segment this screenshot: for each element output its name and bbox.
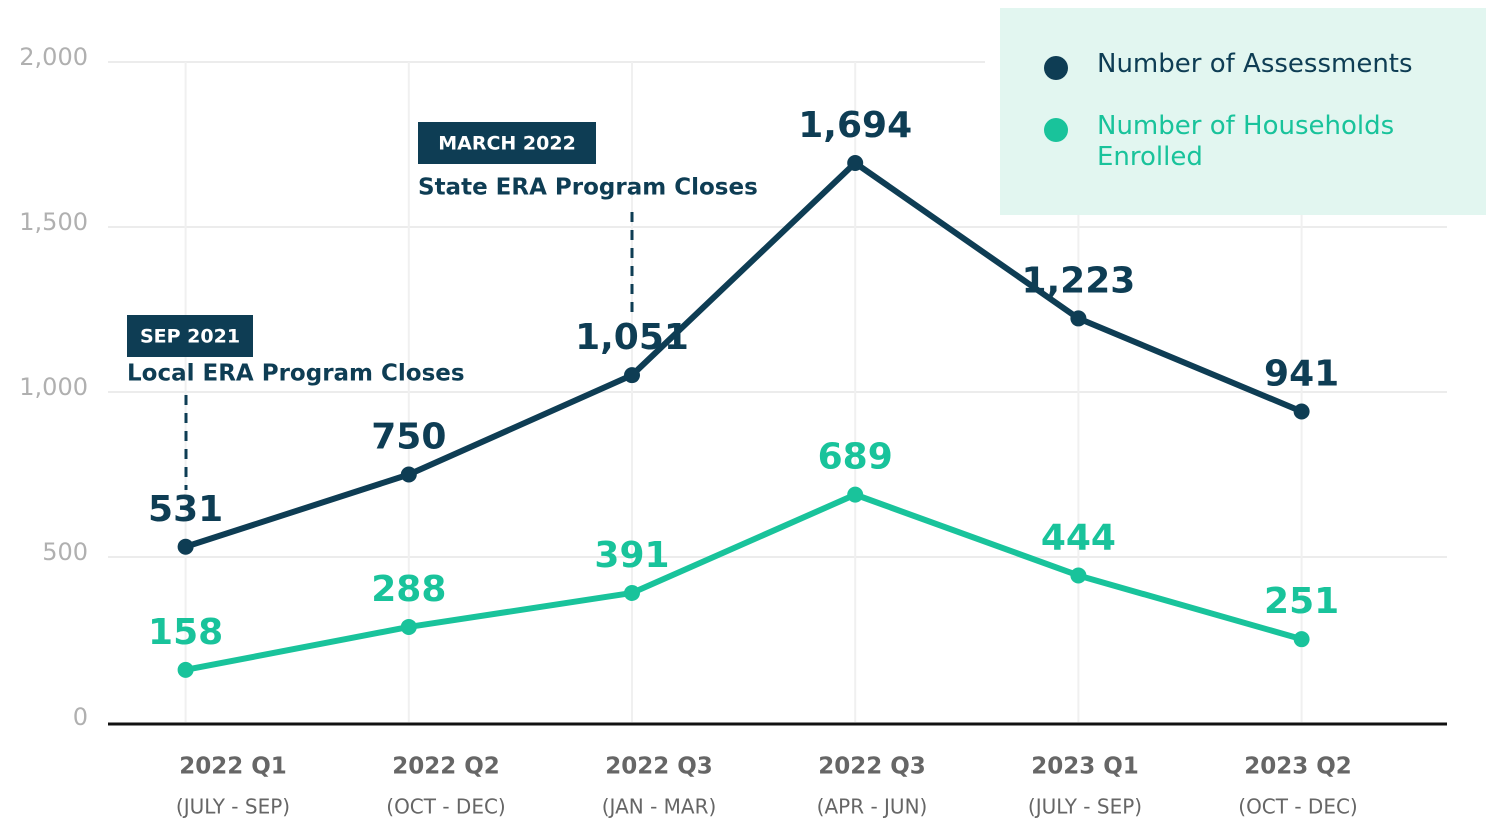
x-tick-label: 2022 Q2 (392, 754, 500, 780)
data-point (624, 367, 640, 384)
data-label: 941 (1264, 353, 1339, 394)
data-label: 288 (371, 569, 446, 610)
y-tick-label: 500 (42, 538, 88, 566)
data-point (624, 584, 640, 601)
data-point (400, 466, 417, 483)
data-label: 1,051 (575, 317, 689, 358)
x-tick-sublabel: (OCT - DEC) (386, 795, 505, 819)
data-label: 444 (1041, 517, 1116, 558)
data-label: 391 (594, 535, 669, 576)
data-label: 1,223 (1021, 260, 1135, 301)
data-label: 251 (1264, 581, 1339, 622)
y-tick-label: 0 (73, 703, 88, 731)
data-label: 689 (818, 437, 893, 478)
annotation-tag-box (418, 122, 596, 164)
legend: Number of Assessments Number of Household… (1000, 8, 1486, 215)
data-point (1070, 567, 1087, 584)
x-tick-sublabel: (JULY - SEP) (176, 795, 290, 819)
x-tick-label: 2022 Q3 (818, 754, 926, 780)
data-point (400, 618, 417, 635)
x-tick-sublabel: (OCT - DEC) (1238, 795, 1357, 819)
data-point (1070, 310, 1087, 327)
legend-swatch (1044, 56, 1068, 80)
x-tick-label: 2022 Q3 (605, 754, 713, 780)
data-point (1293, 403, 1310, 420)
x-tick-label: 2022 Q1 (179, 754, 287, 780)
series-line (185, 491, 1303, 673)
annotation-tag: MARCH 2022 (438, 133, 576, 155)
x-tick-label: 2023 Q1 (1031, 754, 1139, 780)
legend-label: Number of Assessments (1097, 49, 1413, 79)
data-point (1293, 631, 1310, 648)
x-tick-label: 2023 Q2 (1244, 754, 1352, 780)
y-tick-label: 1,000 (19, 373, 88, 401)
data-label: 1,694 (798, 105, 912, 146)
annotation-text: Local ERA Program Closes (127, 361, 465, 387)
data-label: 158 (148, 612, 223, 653)
series-line (184, 159, 1303, 550)
legend-label: Number of Households Enrolled (1097, 111, 1395, 172)
data-label: 531 (148, 489, 223, 530)
x-tick-sublabel: (JULY - SEP) (1028, 795, 1142, 819)
x-tick-sublabel: (JAN - MAR) (602, 795, 717, 819)
data-point (177, 661, 194, 678)
x-tick-sublabel: (APR - JUN) (817, 795, 928, 819)
data-point (847, 154, 864, 171)
legend-swatch (1044, 118, 1068, 142)
annotation-tag-box (127, 315, 253, 357)
annotation-tag: SEP 2021 (140, 326, 240, 348)
y-tick-label: 2,000 (19, 43, 88, 71)
data-label: 750 (371, 417, 446, 458)
y-tick-label: 1,500 (19, 208, 88, 236)
data-point (177, 538, 194, 555)
data-point (847, 486, 864, 503)
annotation-text: State ERA Program Closes (418, 175, 758, 201)
